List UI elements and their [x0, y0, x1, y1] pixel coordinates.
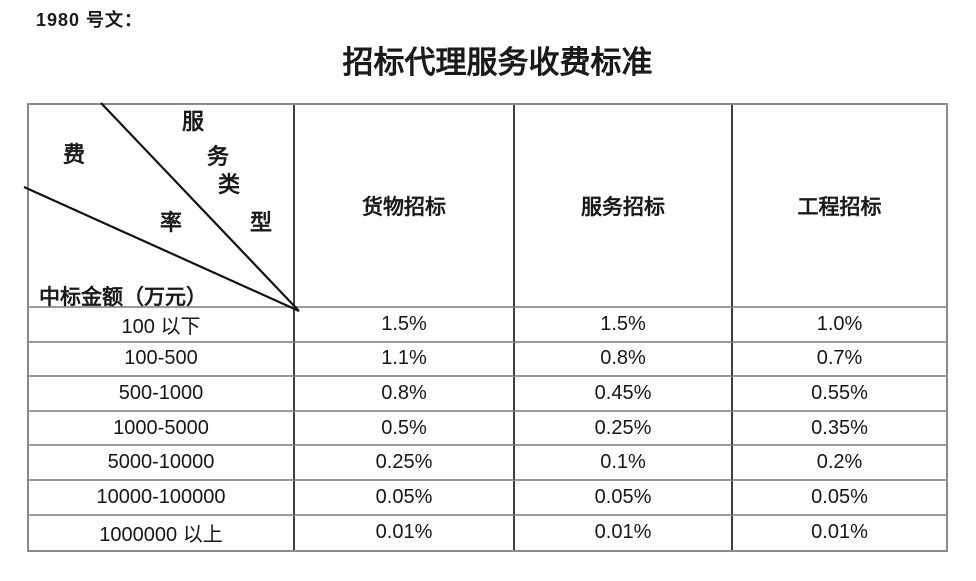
fee-table: 服 务 类 型 费 率 中标金额（万元） 货物招标 服务招标 工程招标 100 … — [23, 102, 948, 553]
fee-value: 0.01% — [295, 515, 515, 551]
fee-value: 1.1% — [295, 342, 515, 378]
table-corner-cell: 服 务 类 型 费 率 中标金额（万元） — [23, 102, 300, 313]
row-label: 100-500 — [29, 342, 295, 378]
fee-value: 0.35% — [733, 412, 946, 447]
column-header-goods-bidding: 货物招标 — [295, 105, 515, 308]
corner-bid-amount-label: 中标金额（万元） — [39, 285, 207, 309]
row-label: 1000000 以上 — [29, 515, 295, 551]
corner-fee-rate-char: 费 — [62, 142, 86, 167]
fee-value: 0.45% — [515, 377, 733, 412]
diagonal-divider-lines-icon — [23, 102, 300, 313]
fee-value: 0.1% — [515, 446, 733, 481]
fee-value: 1.5% — [515, 308, 733, 343]
corner-service-type-char: 类 — [217, 172, 241, 197]
row-label: 100 以下 — [29, 308, 295, 343]
fee-value: 0.05% — [515, 480, 733, 516]
fee-value: 0.7% — [733, 343, 946, 378]
page-title: 招标代理服务收费标准 — [342, 45, 653, 80]
fee-value: 0.01% — [515, 515, 733, 551]
fee-value: 0.05% — [733, 481, 946, 516]
fee-value: 0.8% — [295, 377, 515, 412]
row-label: 500-1000 — [29, 377, 295, 412]
row-label: 5000-10000 — [29, 446, 295, 481]
fee-value: 0.55% — [733, 377, 946, 412]
fee-value: 0.8% — [515, 342, 733, 378]
fee-value: 1.0% — [733, 308, 946, 343]
fee-value: 0.01% — [811, 521, 868, 544]
corner-service-type-char: 务 — [206, 144, 230, 169]
fee-value: 0.25% — [515, 411, 733, 447]
row-label: 10000-100000 — [29, 480, 295, 516]
column-header-works-bidding: 工程招标 — [733, 105, 946, 308]
document-ref-label: 1980 号文： — [36, 10, 144, 30]
row-label: 1000-5000 — [29, 411, 295, 447]
fee-value: 0.25% — [295, 446, 515, 481]
column-header-services-bidding: 服务招标 — [515, 105, 733, 308]
corner-service-type-char: 型 — [249, 210, 273, 235]
corner-fee-rate-char: 率 — [159, 210, 183, 235]
fee-value: 1.5% — [295, 308, 515, 343]
fee-value: 0.5% — [295, 411, 515, 447]
corner-service-type-char: 服 — [181, 109, 205, 134]
fee-value: 0.2% — [733, 446, 946, 481]
fee-value: 0.05% — [295, 480, 515, 516]
